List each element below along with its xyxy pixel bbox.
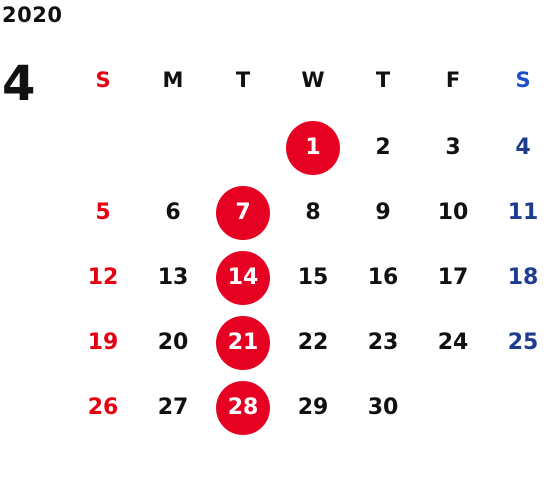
day-cell: 18 [488, 245, 548, 310]
day-cell: 27 [138, 375, 208, 440]
day-cell: 13 [138, 245, 208, 310]
day-number: 5 [95, 200, 111, 225]
week-row: 12 13 14 15 16 17 18 [68, 245, 548, 310]
day-number: 11 [507, 200, 539, 225]
day-cell: 2 [348, 115, 418, 180]
weeks-container: 1 2 3 4 5 6 7 8 9 10 11 12 13 14 15 16 17 18 19 20 21 22 23 24 2… [68, 115, 548, 440]
day-cell: 22 [278, 310, 348, 375]
day-cell: 15 [278, 245, 348, 310]
highlighted-day-cell: 28 [208, 375, 278, 440]
day-cell: 20 [138, 310, 208, 375]
day-number: 18 [507, 265, 539, 290]
week-row: 1 2 3 4 [68, 115, 548, 180]
day-number: 14 [227, 265, 259, 290]
day-number: 1 [305, 135, 321, 160]
day-cell: 11 [488, 180, 548, 245]
month-calendar-grid: S M T W T F S 1 2 3 4 5 6 7 8 9 10 11 12 13 14 15 16 17 1… [68, 45, 548, 440]
empty-day-cell [488, 375, 548, 440]
weekday-tuesday: T [235, 68, 251, 92]
weekday-saturday: S [515, 68, 531, 92]
day-number: 6 [165, 200, 181, 225]
highlighted-day-cell: 7 [208, 180, 278, 245]
highlighted-day-cell: 1 [278, 115, 348, 180]
day-cell: 17 [418, 245, 488, 310]
day-cell: 4 [488, 115, 548, 180]
day-cell: 30 [348, 375, 418, 440]
weekday-sunday: S [95, 68, 111, 92]
day-number: 3 [445, 135, 461, 160]
day-cell: 9 [348, 180, 418, 245]
week-row: 19 20 21 22 23 24 25 [68, 310, 548, 375]
day-cell: 10 [418, 180, 488, 245]
day-number: 20 [157, 330, 189, 355]
day-number: 10 [437, 200, 469, 225]
weekday-monday: M [162, 68, 184, 92]
day-number: 26 [87, 395, 119, 420]
day-cell: 3 [418, 115, 488, 180]
day-number: 28 [227, 395, 259, 420]
day-cell: 6 [138, 180, 208, 245]
day-number: 19 [87, 330, 119, 355]
day-number: 13 [157, 265, 189, 290]
day-number: 16 [367, 265, 399, 290]
day-number: 12 [87, 265, 119, 290]
day-cell: 26 [68, 375, 138, 440]
day-number: 21 [227, 330, 259, 355]
day-number: 8 [305, 200, 321, 225]
day-cell: 12 [68, 245, 138, 310]
day-cell: 5 [68, 180, 138, 245]
day-cell: 16 [348, 245, 418, 310]
day-number: 24 [437, 330, 469, 355]
weekday-wednesday: W [301, 68, 325, 92]
highlighted-day-cell: 21 [208, 310, 278, 375]
week-row: 5 6 7 8 9 10 11 [68, 180, 548, 245]
day-number: 27 [157, 395, 189, 420]
week-row: 26 27 28 29 30 [68, 375, 548, 440]
weekday-friday: F [445, 68, 461, 92]
day-cell: 29 [278, 375, 348, 440]
day-number: 29 [297, 395, 329, 420]
day-number: 15 [297, 265, 329, 290]
day-number: 17 [437, 265, 469, 290]
day-number: 30 [367, 395, 399, 420]
empty-day-cell [138, 115, 208, 180]
day-number: 23 [367, 330, 399, 355]
weekday-thursday: T [375, 68, 391, 92]
month-number: 4 [2, 56, 36, 112]
day-cell: 25 [488, 310, 548, 375]
day-number: 4 [515, 135, 531, 160]
empty-day-cell [418, 375, 488, 440]
day-number: 7 [235, 200, 251, 225]
highlighted-day-cell: 14 [208, 245, 278, 310]
day-number: 2 [375, 135, 391, 160]
weekday-header-row: S M T W T F S [68, 45, 548, 115]
year-label: 2020 [2, 3, 63, 27]
day-number: 9 [375, 200, 391, 225]
day-cell: 23 [348, 310, 418, 375]
empty-day-cell [208, 115, 278, 180]
day-cell: 8 [278, 180, 348, 245]
day-cell: 19 [68, 310, 138, 375]
day-number: 22 [297, 330, 329, 355]
day-cell: 24 [418, 310, 488, 375]
empty-day-cell [68, 115, 138, 180]
day-number: 25 [507, 330, 539, 355]
